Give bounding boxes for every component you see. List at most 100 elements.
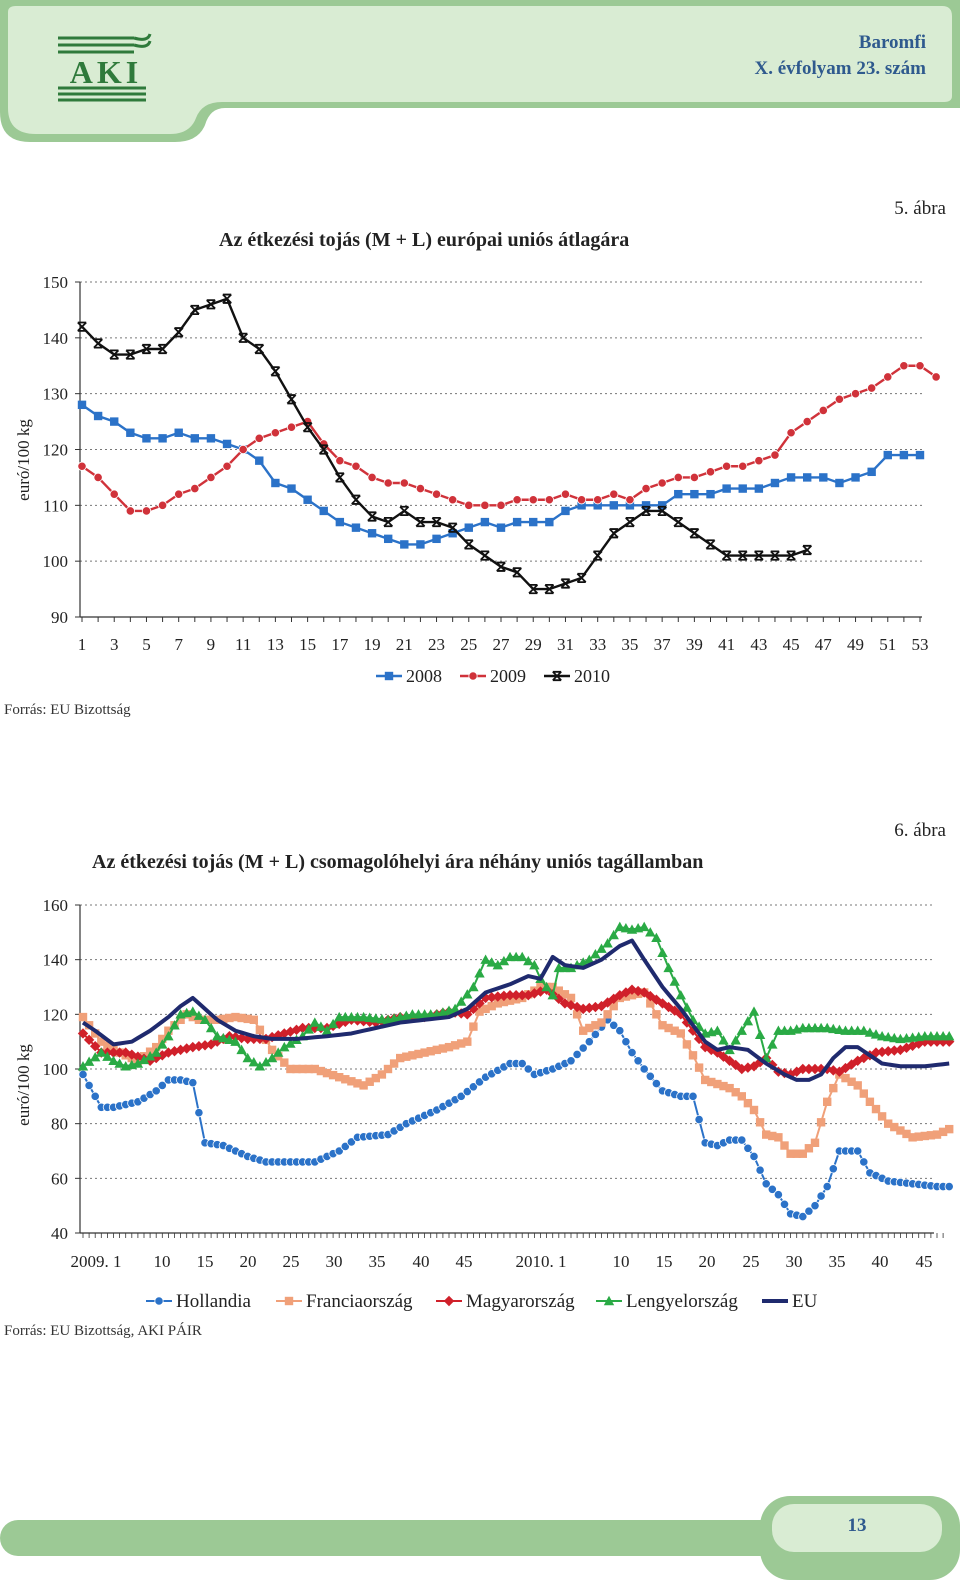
figure6-point-Lengyelország <box>224 1034 235 1045</box>
figure6-point-Magyarország <box>815 1063 827 1075</box>
figure6-point-Magyarország <box>584 1002 595 1014</box>
figure6-point-Franciaország <box>408 1051 417 1060</box>
figure5-point-2008 <box>448 529 457 538</box>
figure6-point-Magyarország <box>608 993 619 1005</box>
figure6-point-Hollandia <box>767 1184 777 1194</box>
figure6-y-tick: 160 <box>43 896 69 915</box>
figure6-point-Magyarország <box>602 997 613 1008</box>
figure5-point-2008 <box>351 523 361 532</box>
figure6-point-Franciaország <box>902 1129 911 1139</box>
figure5-legend-marker-2010 <box>552 670 562 682</box>
figure6-title: Az étkezési tojás (M + L) csomagolóhelyi… <box>92 851 704 873</box>
figure5-point-2008 <box>512 517 522 527</box>
figure5-point-2008 <box>690 489 699 499</box>
figure6-point-Franciaország <box>597 1018 606 1027</box>
figure5-point-2009 <box>834 394 845 404</box>
figure6-point-Lengyelország <box>718 1035 729 1045</box>
figure6-point-Franciaország <box>335 1073 344 1082</box>
issue-label: X. évfolyam 23. szám <box>754 58 927 79</box>
figure5-point-2010 <box>77 321 87 332</box>
figure6-y-tick: 80 <box>51 1115 68 1134</box>
figure6-legend-label: Franciaország <box>306 1291 413 1312</box>
figure6-point-Hollandia <box>334 1146 344 1156</box>
figure6-point-Lengyelország <box>590 949 601 959</box>
figure5-title: Az étkezési tojás (M + L) európai uniós … <box>219 229 630 251</box>
figure6-point-Lengyelország <box>273 1047 284 1057</box>
figure5-point-2008 <box>641 501 651 510</box>
figure5-point-2009 <box>496 500 506 510</box>
figure6-point-Hollandia <box>755 1165 765 1175</box>
figure6-point-Lengyelország <box>480 954 491 964</box>
figure5-x-tick: 33 <box>589 635 606 654</box>
figure6-point-Franciaország <box>298 1064 307 1074</box>
header-band: AKI Baromfi X. évfolyam 23. szám <box>0 0 960 150</box>
figure5-point-2010 <box>641 505 651 517</box>
figure6-point-Lengyelország <box>456 996 467 1006</box>
figure6-point-Franciaország <box>91 1029 100 1038</box>
figure5-point-2008 <box>899 450 909 460</box>
figure6-point-Magyarország <box>578 1003 589 1015</box>
footer-shape <box>0 1496 960 1580</box>
figure6-point-Franciaország <box>676 1029 685 1038</box>
figure6-point-Lengyelország <box>742 1015 754 1026</box>
figure6-point-Hollandia <box>78 1069 88 1080</box>
figure5-point-2010 <box>802 544 813 556</box>
figure6-legend-label: EU <box>792 1291 818 1312</box>
figure6-point-Lengyelország <box>883 1031 894 1042</box>
figure6-point-Franciaország <box>780 1141 789 1150</box>
figure5-point-2008 <box>190 434 200 443</box>
figure6-x-tick: 25 <box>283 1252 300 1271</box>
figure5-series-2009 <box>77 361 941 516</box>
figure5-point-2010 <box>608 528 619 539</box>
figure6-point-Hollandia <box>584 1037 594 1047</box>
figure5-x-tick: 37 <box>654 635 672 654</box>
figure5-point-2008 <box>770 478 780 488</box>
figure5-point-2010 <box>238 332 248 343</box>
figure5-point-2010 <box>463 539 474 550</box>
figure6-point-Franciaország <box>475 1007 484 1016</box>
figure6-point-Franciaország <box>792 1149 801 1158</box>
figure6-point-Magyarország <box>681 1017 693 1028</box>
figure5-point-2010 <box>689 528 700 539</box>
figure6-point-Hollandia <box>804 1206 814 1216</box>
figure6-point-Franciaország <box>694 1063 704 1072</box>
figure5-x-tick: 31 <box>557 635 574 654</box>
figure5-x-tick: 35 <box>621 635 638 654</box>
figure6-point-Magyarország <box>907 1040 918 1051</box>
figure5-point-2008 <box>722 484 731 493</box>
figure6-point-Hollandia <box>456 1091 466 1101</box>
figure5-point-2010 <box>270 366 281 377</box>
figure6-point-Lengyelország <box>96 1047 107 1057</box>
figure5-point-2008 <box>529 517 538 527</box>
figure5-point-2010 <box>576 572 587 584</box>
figure6-x-tick: 30 <box>326 1252 343 1271</box>
figure6-point-Franciaország <box>938 1127 948 1137</box>
figure5-label: 5. ábra <box>894 198 946 219</box>
figure6-point-Lengyelország <box>138 1054 150 1065</box>
figure5-source: Forrás: EU Bizottság <box>4 702 131 718</box>
figure5-point-2010 <box>705 539 716 550</box>
figure6-point-Magyarország <box>858 1052 869 1064</box>
figure6-point-Franciaország <box>926 1131 936 1140</box>
figure6-point-Lengyelország <box>517 951 528 962</box>
figure6-point-Hollandia <box>694 1114 704 1125</box>
figure5-point-2008 <box>867 467 876 477</box>
figure5-point-2008 <box>319 506 328 516</box>
figure6-point-Hollandia <box>572 1049 582 1060</box>
figure6-point-Lengyelország <box>321 1025 333 1035</box>
figure6-point-Lengyelország <box>651 932 662 942</box>
figure5-point-2010 <box>721 550 732 561</box>
figure6-point-Franciaország <box>505 996 515 1005</box>
figure6-point-Franciaország <box>188 1012 197 1022</box>
figure6-point-Franciaország <box>152 1042 161 1052</box>
figure6-point-Hollandia <box>822 1181 832 1192</box>
figure5-point-2008 <box>674 489 683 499</box>
figure5-point-2010 <box>157 343 168 355</box>
figure6-point-Magyarország <box>169 1046 180 1057</box>
figure6-point-Franciaország <box>158 1034 167 1044</box>
figure5-point-2010 <box>109 349 120 360</box>
figure5-point-2010 <box>399 505 410 517</box>
figure6-point-Lengyelország <box>767 1039 778 1049</box>
figure5-x-tick: 5 <box>142 635 151 654</box>
figure6-point-Franciaország <box>896 1126 905 1135</box>
